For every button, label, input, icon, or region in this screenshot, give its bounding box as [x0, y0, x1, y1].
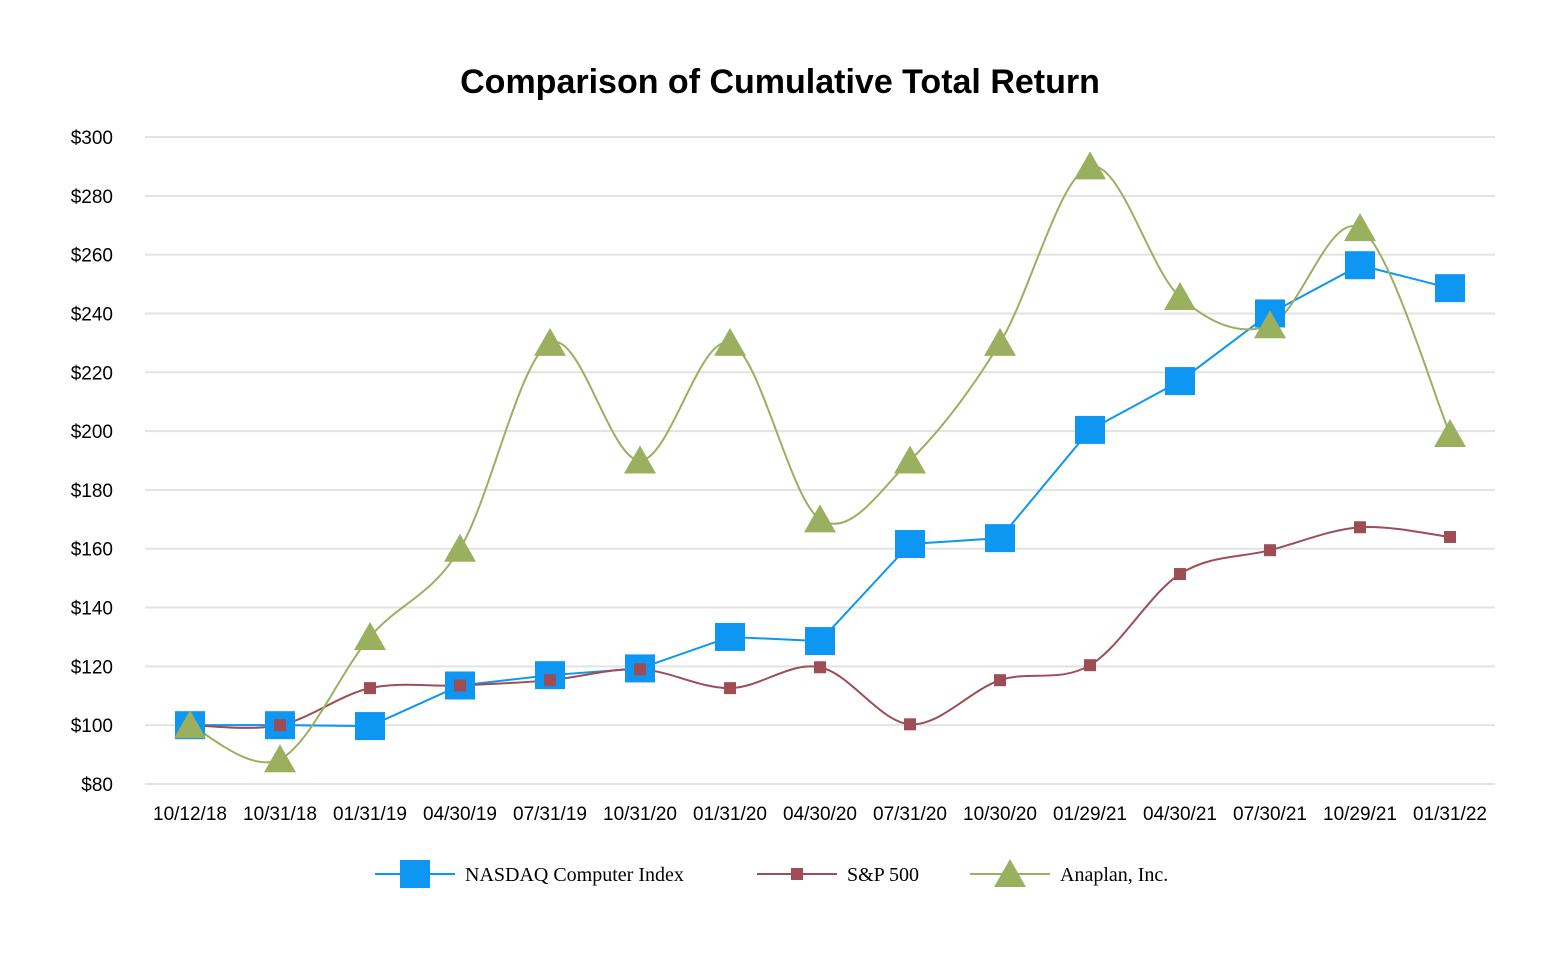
data-point [1264, 544, 1276, 557]
x-tick-label: 07/31/20 [873, 804, 947, 825]
data-point [544, 674, 556, 687]
data-point [634, 663, 646, 676]
y-tick-label: $300 [71, 128, 113, 149]
data-point [1435, 274, 1465, 303]
data-point [1444, 530, 1456, 543]
data-point [985, 524, 1015, 553]
x-tick-label: 10/29/21 [1323, 804, 1397, 825]
data-point [355, 712, 385, 741]
x-tick-label: 04/30/21 [1143, 804, 1217, 825]
data-point [1434, 419, 1466, 448]
legend-label: Anaplan, Inc. [1060, 864, 1168, 886]
data-point [1075, 415, 1105, 444]
y-tick-label: $160 [71, 540, 113, 561]
data-point [1084, 659, 1096, 672]
y-tick-label: $100 [71, 716, 113, 737]
y-tick-label: $80 [81, 775, 113, 796]
x-tick-label: 10/31/20 [603, 804, 677, 825]
data-point [364, 682, 376, 695]
series-markers-1 [184, 521, 1456, 732]
x-tick-label: 04/30/20 [783, 804, 857, 825]
y-axis-ticks: $80 $100 $120 $140 $160 $180 $200 $220 $240 $260 $… [71, 128, 113, 796]
data-point [1174, 568, 1186, 581]
data-point [1254, 310, 1286, 339]
data-point [1344, 213, 1376, 242]
y-tick-label: $140 [71, 599, 113, 620]
data-point [994, 674, 1006, 687]
y-tick-label: $280 [71, 187, 113, 208]
x-tick-label: 07/30/21 [1233, 804, 1307, 825]
data-point [1074, 151, 1106, 180]
data-point [444, 533, 476, 562]
y-tick-label: $120 [71, 657, 113, 678]
data-point [264, 744, 296, 773]
data-point [724, 682, 736, 695]
chart-title: Comparison of Cumulative Total Return [460, 63, 1100, 101]
data-point [814, 661, 826, 674]
legend-item: S&P 500 [757, 864, 919, 886]
data-point [1165, 367, 1195, 396]
data-point [534, 327, 566, 356]
data-point [894, 445, 926, 474]
legend-item: NASDAQ Computer Index [375, 860, 684, 888]
y-tick-label: $220 [71, 363, 113, 384]
data-point [895, 530, 925, 559]
y-tick-label: $200 [71, 422, 113, 443]
data-point [904, 718, 916, 731]
data-point [1164, 281, 1196, 310]
data-point [805, 627, 835, 656]
data-point [714, 327, 746, 356]
x-tick-label: 01/29/21 [1053, 804, 1127, 825]
data-point [274, 719, 286, 732]
data-point [354, 621, 386, 650]
x-tick-label: 07/31/19 [513, 804, 587, 825]
data-point [1345, 251, 1375, 280]
x-tick-label: 01/31/20 [693, 804, 767, 825]
x-tick-label: 10/12/18 [153, 804, 227, 825]
y-tick-label: $240 [71, 304, 113, 325]
data-point [804, 504, 836, 533]
y-tick-label: $260 [71, 246, 113, 267]
data-point [984, 327, 1016, 356]
x-tick-label: 10/30/20 [963, 804, 1037, 825]
legend: NASDAQ Computer Index S&P 500 Anaplan, Inc… [375, 859, 1168, 888]
x-tick-label: 01/31/22 [1413, 804, 1487, 825]
data-point [454, 679, 466, 692]
legend-item: Anaplan, Inc. [970, 859, 1168, 887]
series-markers-2 [174, 151, 1466, 773]
legend-label: NASDAQ Computer Index [465, 864, 684, 886]
x-tick-label: 01/31/19 [333, 804, 407, 825]
data-point [1354, 521, 1366, 534]
x-axis-ticks: 10/12/18 10/31/18 01/31/19 04/30/19 07/31/19… [153, 804, 1487, 825]
x-tick-label: 04/30/19 [423, 804, 497, 825]
legend-label: S&P 500 [847, 864, 919, 886]
legend-marker [791, 868, 803, 880]
data-point [624, 445, 656, 474]
x-tick-label: 10/31/18 [243, 804, 317, 825]
gridlines [145, 136, 1495, 785]
legend-marker [400, 860, 430, 888]
data-point [715, 622, 745, 651]
legend-marker [994, 859, 1026, 887]
data-point [174, 710, 206, 739]
y-tick-label: $180 [71, 481, 113, 502]
series-lines [174, 151, 1466, 773]
